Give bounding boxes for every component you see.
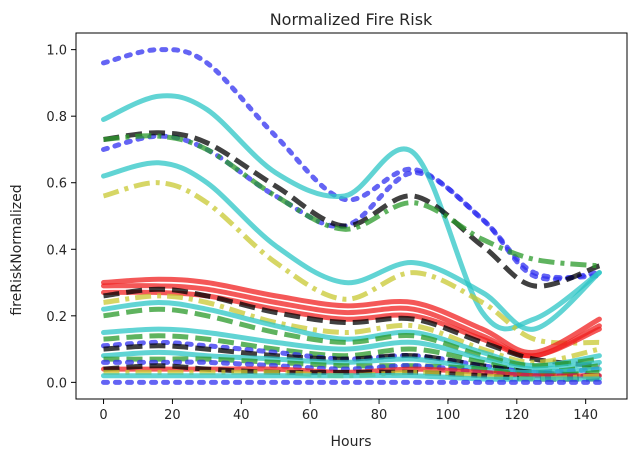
- y-tick-label: 0.2: [46, 310, 67, 325]
- series-line-11: [103, 286, 600, 369]
- x-axis-label: Hours: [330, 434, 371, 450]
- series-line-21: [101, 359, 602, 379]
- series-line-2: [101, 133, 602, 282]
- series-line-7: [102, 180, 600, 346]
- series-line-15: [101, 326, 602, 372]
- series-line-4: [101, 160, 602, 332]
- axes: 0 20 40 60 80 100 120 140 0.0 0.2 0.4 0.6 0.8 1.0: [46, 32, 628, 423]
- y-tick-label: 1.0: [46, 44, 67, 59]
- plot-frame: [75, 32, 628, 400]
- series-line-25: [101, 372, 602, 382]
- x-tick-label: 0: [99, 408, 107, 423]
- series-line-6: [103, 133, 600, 269]
- y-tick-label: 0.4: [46, 243, 67, 258]
- y-tick-label: 0.6: [46, 177, 67, 192]
- series-line-14: [103, 306, 600, 369]
- series-line-5: [103, 130, 601, 289]
- series-line-8: [101, 276, 602, 355]
- series-line-1: [101, 47, 602, 281]
- x-tick-label: 80: [371, 408, 388, 423]
- x-tick-label: 40: [233, 408, 250, 423]
- y-tick-label: 0.8: [46, 110, 67, 125]
- chart-title: Normalized Fire Risk: [270, 10, 433, 29]
- series-layer: [101, 47, 602, 385]
- y-tick-label: 0.0: [46, 376, 67, 391]
- x-tick-label: 60: [302, 408, 319, 423]
- x-tick-label: 20: [164, 408, 181, 423]
- x-tick-label: 120: [504, 408, 529, 423]
- series-line-12: [103, 293, 600, 365]
- y-axis-label: fireRiskNormalized: [9, 184, 25, 315]
- x-tick-label: 140: [573, 408, 598, 423]
- x-tick-label: 100: [436, 408, 461, 423]
